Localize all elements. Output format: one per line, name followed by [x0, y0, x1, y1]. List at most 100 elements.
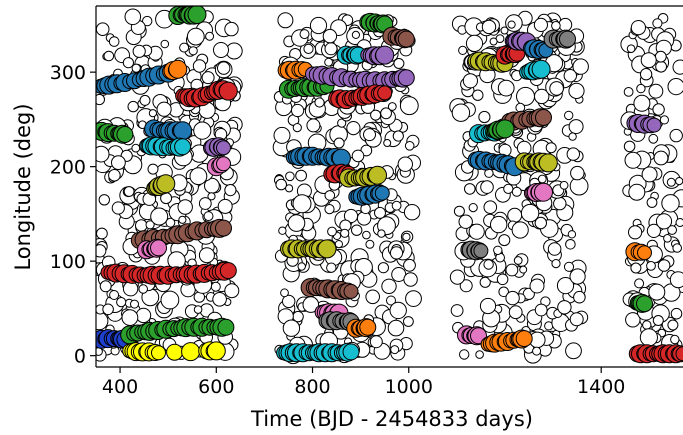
background-point — [392, 130, 404, 142]
series-point — [675, 346, 683, 362]
background-point — [633, 94, 651, 112]
background-point — [387, 102, 397, 111]
background-point — [186, 27, 205, 46]
background-point — [654, 50, 667, 63]
series-track — [139, 136, 192, 157]
background-point — [659, 115, 670, 125]
background-point — [387, 319, 405, 337]
series-track — [501, 108, 552, 131]
background-point — [386, 295, 396, 306]
background-point — [672, 59, 683, 75]
background-point — [96, 22, 110, 36]
background-point — [397, 156, 413, 172]
background-point — [111, 155, 126, 171]
background-point — [362, 230, 371, 240]
series-track — [96, 121, 134, 144]
background-point — [459, 349, 470, 360]
series-track — [460, 240, 489, 261]
background-point — [661, 194, 680, 213]
background-point — [630, 20, 647, 36]
series-track — [300, 278, 359, 300]
x-tick-label: 1400 — [577, 376, 625, 398]
background-point — [179, 42, 190, 53]
background-point — [403, 316, 414, 327]
background-point — [351, 224, 363, 236]
background-point — [334, 240, 343, 249]
series-track — [485, 119, 515, 140]
background-point — [670, 334, 680, 345]
series-track — [629, 293, 653, 313]
background-point — [652, 18, 663, 29]
x-axis-label: Time (BJD - 2454833 days) — [250, 407, 533, 431]
series-track — [146, 174, 176, 196]
background-point — [663, 234, 672, 243]
background-point — [483, 200, 498, 214]
background-point — [374, 206, 386, 219]
background-point — [481, 19, 497, 35]
series-point — [166, 343, 184, 361]
x-tick-label: 800 — [294, 376, 330, 398]
background-point — [135, 219, 148, 232]
background-point — [404, 141, 415, 151]
background-point — [569, 312, 584, 327]
background-point — [139, 94, 151, 106]
background-point — [640, 52, 657, 69]
series-track — [543, 29, 576, 49]
background-point — [285, 171, 295, 182]
background-point — [625, 312, 641, 328]
background-point — [547, 242, 562, 256]
background-point — [402, 232, 411, 242]
x-tick-label: 600 — [198, 376, 234, 398]
series-point — [217, 318, 235, 336]
series-point — [375, 45, 395, 65]
background-point — [130, 299, 139, 309]
background-point — [365, 239, 375, 249]
background-point — [150, 207, 169, 226]
background-point — [96, 311, 109, 331]
background-point — [519, 265, 528, 274]
background-point — [675, 218, 683, 227]
series-point — [150, 239, 167, 257]
background-point — [377, 262, 389, 274]
background-point — [670, 307, 683, 320]
background-point — [567, 230, 577, 239]
background-point — [568, 82, 585, 100]
background-point — [282, 319, 301, 337]
background-point — [652, 103, 665, 116]
background-point — [626, 44, 636, 54]
background-point — [370, 109, 382, 121]
background-point — [634, 278, 645, 289]
background-point — [636, 83, 646, 94]
background-point — [497, 79, 515, 97]
background-point — [653, 150, 669, 166]
background-point — [483, 259, 494, 270]
series-point — [187, 6, 207, 24]
background-point — [498, 234, 511, 247]
series-track — [285, 146, 351, 168]
background-point — [224, 283, 240, 299]
background-point — [145, 220, 155, 230]
background-point — [156, 101, 172, 117]
background-point — [210, 281, 221, 292]
series-track — [280, 239, 337, 259]
background-point — [391, 200, 402, 211]
background-point — [178, 215, 187, 224]
background-point — [657, 259, 671, 272]
background-point — [160, 39, 170, 49]
background-point — [648, 283, 666, 301]
background-point — [553, 196, 567, 211]
background-point — [383, 139, 392, 147]
background-point — [207, 192, 216, 201]
background-point — [533, 17, 549, 32]
series-point — [216, 156, 231, 172]
background-point — [309, 16, 328, 35]
background-point — [516, 86, 535, 106]
background-point — [468, 223, 485, 240]
series-track — [480, 329, 533, 353]
series-point — [646, 117, 662, 133]
background-point — [96, 227, 108, 240]
series-point — [397, 69, 415, 87]
background-point — [534, 88, 550, 105]
background-point — [564, 110, 574, 121]
